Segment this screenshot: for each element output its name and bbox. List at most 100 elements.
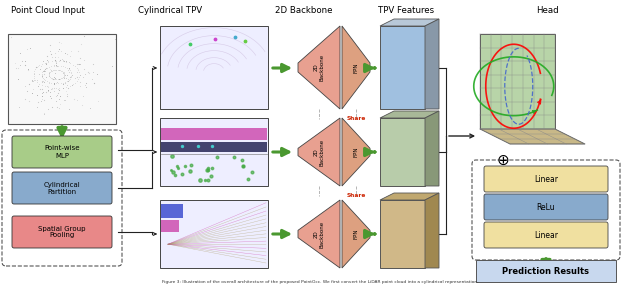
Point bbox=[52, 77, 63, 82]
Point bbox=[49, 89, 60, 93]
Point bbox=[45, 93, 55, 98]
Point bbox=[30, 78, 40, 82]
Point bbox=[31, 93, 42, 98]
Point bbox=[51, 63, 61, 68]
Point bbox=[42, 75, 52, 79]
Point bbox=[69, 97, 79, 102]
Point bbox=[45, 68, 56, 73]
Point bbox=[67, 83, 77, 88]
Point bbox=[49, 75, 60, 79]
Point bbox=[60, 72, 70, 76]
Point bbox=[35, 67, 45, 71]
Text: ReLu: ReLu bbox=[537, 202, 556, 212]
Point bbox=[67, 82, 77, 87]
Point bbox=[44, 59, 54, 63]
Point bbox=[34, 72, 44, 77]
Point bbox=[60, 98, 70, 103]
Point bbox=[45, 69, 56, 74]
Point bbox=[29, 69, 40, 74]
Point bbox=[44, 71, 54, 76]
Point bbox=[60, 73, 70, 78]
Point bbox=[58, 69, 68, 74]
Point bbox=[56, 81, 66, 85]
Point bbox=[45, 95, 56, 100]
Point bbox=[240, 39, 250, 43]
Point bbox=[38, 110, 49, 115]
Point bbox=[54, 101, 65, 106]
Point bbox=[49, 81, 59, 85]
Point bbox=[207, 166, 218, 171]
Point bbox=[193, 144, 203, 148]
Text: FPN: FPN bbox=[353, 229, 358, 239]
Point bbox=[72, 61, 83, 66]
Point bbox=[39, 80, 49, 84]
Point bbox=[52, 68, 63, 72]
Point bbox=[58, 59, 68, 64]
Point bbox=[65, 68, 75, 73]
Polygon shape bbox=[425, 193, 439, 268]
Point bbox=[44, 81, 54, 85]
Point bbox=[59, 75, 69, 80]
Point bbox=[60, 65, 70, 69]
Point bbox=[72, 98, 83, 103]
Point bbox=[81, 81, 91, 85]
Point bbox=[13, 76, 23, 81]
Point bbox=[44, 73, 54, 77]
Point bbox=[185, 42, 195, 46]
Bar bbox=[160, 200, 268, 268]
Point bbox=[62, 92, 72, 97]
Point bbox=[58, 82, 68, 86]
Point bbox=[28, 78, 38, 83]
Point bbox=[56, 41, 66, 45]
Point bbox=[70, 76, 80, 80]
Point bbox=[75, 56, 85, 60]
Point bbox=[85, 106, 95, 110]
Point bbox=[207, 144, 217, 148]
Point bbox=[37, 94, 47, 98]
Point bbox=[200, 178, 210, 183]
Point bbox=[32, 78, 42, 82]
Text: Point Cloud Input: Point Cloud Input bbox=[11, 6, 85, 15]
Point bbox=[20, 59, 30, 64]
Point bbox=[38, 72, 49, 76]
Point bbox=[41, 90, 51, 95]
Point bbox=[74, 62, 84, 67]
Point bbox=[54, 106, 64, 110]
Text: Linear: Linear bbox=[534, 174, 558, 183]
Point bbox=[60, 81, 70, 86]
Point bbox=[47, 76, 58, 81]
Point bbox=[36, 99, 47, 104]
Point bbox=[47, 76, 57, 80]
Point bbox=[74, 49, 84, 53]
Point bbox=[36, 73, 47, 78]
Point bbox=[46, 64, 56, 68]
Point bbox=[63, 85, 73, 90]
Point bbox=[92, 99, 102, 104]
Text: Point-wise
MLP: Point-wise MLP bbox=[44, 145, 80, 158]
Point bbox=[50, 75, 60, 80]
Point bbox=[46, 52, 56, 56]
Point bbox=[15, 51, 26, 56]
Point bbox=[49, 81, 59, 86]
Bar bbox=[8, 34, 116, 124]
Point bbox=[59, 71, 69, 75]
Point bbox=[177, 144, 187, 148]
Point bbox=[62, 73, 72, 77]
Point bbox=[42, 84, 52, 88]
Point bbox=[22, 46, 33, 51]
Bar bbox=[161, 142, 267, 152]
Point bbox=[36, 91, 47, 95]
Point bbox=[29, 78, 39, 83]
Point bbox=[40, 84, 50, 89]
Point bbox=[75, 80, 85, 84]
Point bbox=[61, 60, 72, 64]
Point bbox=[72, 66, 82, 70]
Point bbox=[38, 59, 48, 63]
Text: Head: Head bbox=[536, 6, 559, 15]
Point bbox=[77, 93, 88, 98]
Point bbox=[24, 82, 35, 86]
Point bbox=[186, 163, 196, 168]
Point bbox=[247, 170, 257, 175]
Point bbox=[180, 163, 190, 168]
Point bbox=[88, 62, 98, 66]
